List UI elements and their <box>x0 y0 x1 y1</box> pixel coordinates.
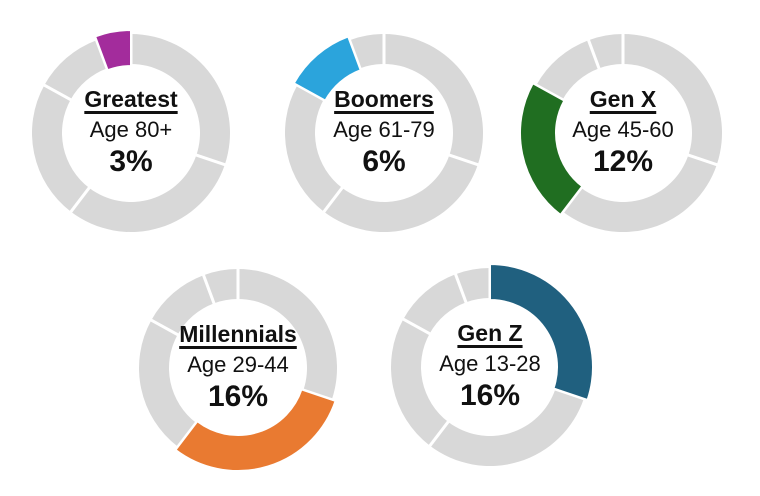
donut-ring-millennials <box>138 267 338 472</box>
donut-ring-boomers <box>284 32 484 233</box>
donut-ring-gen-x <box>519 32 723 233</box>
donut-ring-gen-z <box>390 262 594 467</box>
donut-chart-millennials: Millennials Age 29-44 16% <box>133 263 343 473</box>
donut-chart-gen-z: Gen Z Age 13-28 16% <box>385 262 595 472</box>
donut-chart-boomers: Boomers Age 61-79 6% <box>279 28 489 238</box>
donut-ring-greatest <box>31 28 231 233</box>
donut-chart-greatest: Greatest Age 80+ 3% <box>26 28 236 238</box>
donut-chart-gen-x: Gen X Age 45-60 12% <box>518 28 728 238</box>
